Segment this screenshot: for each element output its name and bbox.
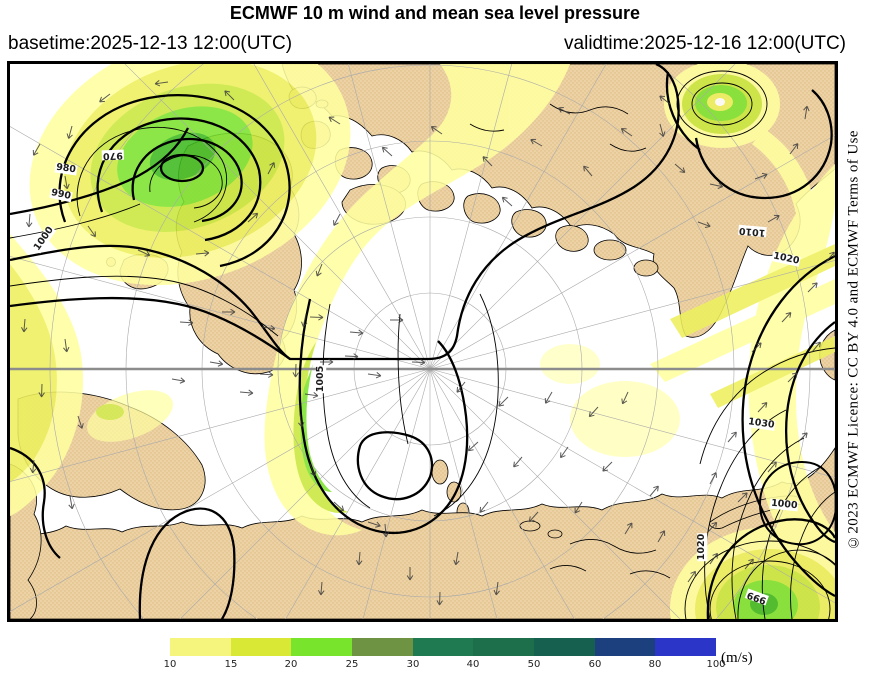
copyright-vertical-text: ©2023 ECMWF Licence: CC BY 4.0 and ECMWF… [845, 130, 862, 550]
land-island [463, 193, 501, 224]
legend-swatch [655, 638, 717, 656]
legend-tick: 20 [284, 659, 298, 670]
time-row: basetime:2025-12-13 12:00(UTC) validtime… [0, 33, 870, 55]
legend-tick: 100 [706, 659, 726, 670]
legend-tick: 80 [648, 659, 662, 670]
isobar-layer [10, 64, 835, 619]
isobars-thick [10, 64, 835, 619]
weather-map: 970 980 990 1000 1005 1010 1020 1030 100… [7, 61, 838, 622]
land-island [547, 529, 563, 539]
legend-tick: 50 [527, 659, 541, 670]
land-island [431, 459, 449, 485]
page-title: ECMWF 10 m wind and mean sea level press… [229, 3, 641, 23]
legend-swatch [291, 638, 353, 656]
legend-tick: 25 [345, 659, 359, 670]
legend-units: (m/s) [721, 650, 753, 666]
legend-swatch [534, 638, 595, 656]
isobar-label: 1020 [696, 532, 708, 562]
storm-vortex-topright [664, 64, 780, 148]
land-island [633, 259, 659, 277]
legend-tick: 40 [466, 659, 480, 670]
legend-swatch [170, 638, 231, 656]
land-eurasia [10, 447, 835, 619]
basetime-label: basetime:2025-12-13 12:00(UTC) [8, 33, 293, 54]
isobar-label: 1005 [315, 364, 327, 394]
legend-swatch [412, 638, 474, 656]
legend-tick-labels: 10 15 20 25 30 40 50 60 80 100 [164, 659, 726, 671]
land-island [593, 239, 627, 261]
legend-tick: 30 [406, 659, 420, 670]
legend-swatch [352, 638, 413, 656]
legend-swatch [473, 638, 535, 656]
validtime-label: validtime:2025-12-16 12:00(UTC) [564, 33, 846, 54]
map-canvas [10, 64, 835, 619]
legend-tick: 60 [588, 659, 602, 670]
legend-tick: 10 [163, 659, 177, 670]
legend-swatch [230, 638, 292, 656]
legend-swatch [594, 638, 656, 656]
land-island [555, 225, 589, 252]
isobar-label: 970 [101, 149, 125, 162]
isobar-label: 1010 [737, 224, 767, 239]
legend-tick: 15 [224, 659, 238, 670]
wind-speed-legend [170, 638, 717, 656]
